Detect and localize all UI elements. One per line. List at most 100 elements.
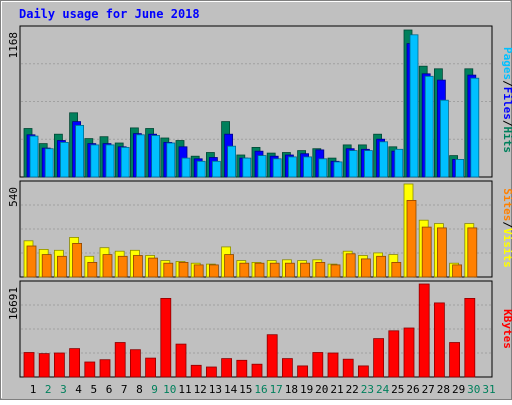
kbytes-panel — [19, 280, 493, 378]
day-label-2: 2 — [45, 383, 52, 396]
bar-pages-day-29 — [455, 158, 465, 178]
day-label-9: 9 — [151, 383, 158, 396]
day-label-29: 29 — [452, 383, 465, 396]
bar-sites-day-12 — [193, 264, 204, 278]
side-label-kbytes: KBytes — [501, 309, 512, 349]
kbytes-panel-side-label: KBytes — [501, 309, 512, 349]
bar-pages-day-15 — [242, 157, 252, 178]
bar-sites-day-17 — [269, 262, 280, 278]
bar-kbytes-day-14 — [221, 358, 233, 378]
day-label-8: 8 — [136, 383, 143, 396]
bar-sites-day-8 — [132, 255, 143, 278]
bar-pages-day-4 — [75, 125, 84, 178]
bar-kbytes-day-11 — [175, 343, 187, 378]
day-label-3: 3 — [60, 383, 67, 396]
bar-pages-day-10 — [166, 142, 176, 178]
bar-pages-day-20 — [318, 158, 328, 178]
bar-kbytes-day-23 — [357, 365, 369, 378]
day-label-18: 18 — [285, 383, 298, 396]
day-label-13: 13 — [209, 383, 222, 396]
bar-kbytes-day-13 — [205, 366, 217, 378]
bar-kbytes-day-29 — [449, 342, 461, 378]
day-label-5: 5 — [90, 383, 97, 396]
bar-kbytes-day-18 — [281, 358, 293, 378]
bar-pages-day-7 — [120, 146, 130, 178]
bar-sites-day-27 — [421, 226, 432, 278]
day-label-28: 28 — [437, 383, 450, 396]
bar-kbytes-day-17 — [266, 334, 278, 378]
bar-sites-day-22 — [345, 253, 356, 278]
bar-sites-day-19 — [300, 262, 311, 278]
visits-panel-max-label: 540 — [7, 187, 20, 207]
visits-sites-panel — [19, 180, 493, 278]
bar-sites-day-20 — [315, 261, 326, 278]
side-label-hits: Hits — [501, 127, 512, 154]
side-label-sites: Sites — [501, 188, 512, 221]
chart-title: Daily usage for June 2018 — [19, 7, 200, 21]
bar-sites-day-9 — [148, 257, 159, 278]
bar-sites-day-18 — [284, 262, 295, 278]
bar-pages-day-8 — [135, 134, 145, 178]
bar-sites-day-6 — [102, 254, 113, 278]
hits-files-pages-panel — [19, 25, 493, 178]
bar-kbytes-day-22 — [342, 358, 354, 378]
bar-kbytes-day-25 — [388, 330, 400, 378]
side-label-slash-3: / — [501, 221, 512, 228]
day-label-15: 15 — [239, 383, 252, 396]
day-label-17: 17 — [270, 383, 283, 396]
bar-pages-day-14 — [227, 145, 237, 178]
day-label-12: 12 — [194, 383, 207, 396]
bar-sites-day-30 — [467, 227, 478, 278]
bar-pages-day-16 — [257, 155, 267, 178]
side-label-pages: Pages — [501, 47, 512, 80]
bar-sites-day-3 — [57, 255, 67, 278]
visits-panel-side-label: Sites/Visits — [501, 188, 512, 268]
day-label-31: 31 — [482, 383, 495, 396]
bar-sites-day-11 — [178, 261, 189, 278]
bar-pages-day-25 — [394, 148, 404, 178]
bar-kbytes-day-8 — [129, 349, 141, 378]
bar-kbytes-day-10 — [160, 297, 172, 378]
bar-kbytes-day-5 — [84, 361, 96, 378]
day-label-20: 20 — [315, 383, 328, 396]
bar-kbytes-day-26 — [403, 327, 415, 378]
bar-kbytes-day-28 — [433, 302, 445, 378]
bar-pages-day-3 — [60, 141, 69, 178]
bar-kbytes-day-2 — [38, 353, 50, 378]
kbytes-panel-max-label: 16691 — [7, 287, 20, 320]
day-label-6: 6 — [106, 383, 113, 396]
side-label-slash-2: / — [501, 120, 512, 127]
bar-pages-day-1 — [29, 135, 39, 178]
bar-pages-day-27 — [424, 75, 434, 178]
bar-pages-day-9 — [151, 135, 161, 178]
day-label-16: 16 — [254, 383, 267, 396]
bar-kbytes-day-7 — [114, 342, 126, 378]
bar-pages-day-24 — [379, 141, 389, 178]
bar-pages-day-26 — [409, 34, 419, 178]
bar-sites-day-26 — [406, 199, 417, 278]
bar-sites-day-14 — [224, 254, 235, 278]
day-label-26: 26 — [406, 383, 419, 396]
bar-pages-day-22 — [348, 150, 358, 178]
day-label-24: 24 — [376, 383, 390, 396]
day-label-11: 11 — [178, 383, 191, 396]
day-label-23: 23 — [361, 383, 374, 396]
bar-kbytes-day-30 — [464, 297, 476, 378]
bar-sites-day-16 — [254, 262, 265, 278]
bar-pages-day-5 — [90, 144, 100, 178]
bar-kbytes-day-12 — [190, 364, 202, 378]
hits-panel-max-label: 1168 — [7, 32, 20, 59]
day-label-10: 10 — [163, 383, 176, 396]
bar-sites-day-2 — [41, 254, 52, 278]
bar-pages-day-28 — [439, 99, 449, 178]
bar-kbytes-day-20 — [312, 352, 324, 378]
bar-sites-day-13 — [208, 264, 219, 278]
hits-panel-side-label: Pages/Files/Hits — [501, 47, 512, 153]
bar-kbytes-day-16 — [251, 363, 263, 378]
bar-sites-day-7 — [117, 255, 128, 278]
day-label-27: 27 — [422, 383, 435, 396]
bar-pages-day-21 — [333, 161, 343, 178]
bar-kbytes-day-3 — [54, 352, 65, 378]
bar-sites-day-23 — [360, 258, 371, 278]
